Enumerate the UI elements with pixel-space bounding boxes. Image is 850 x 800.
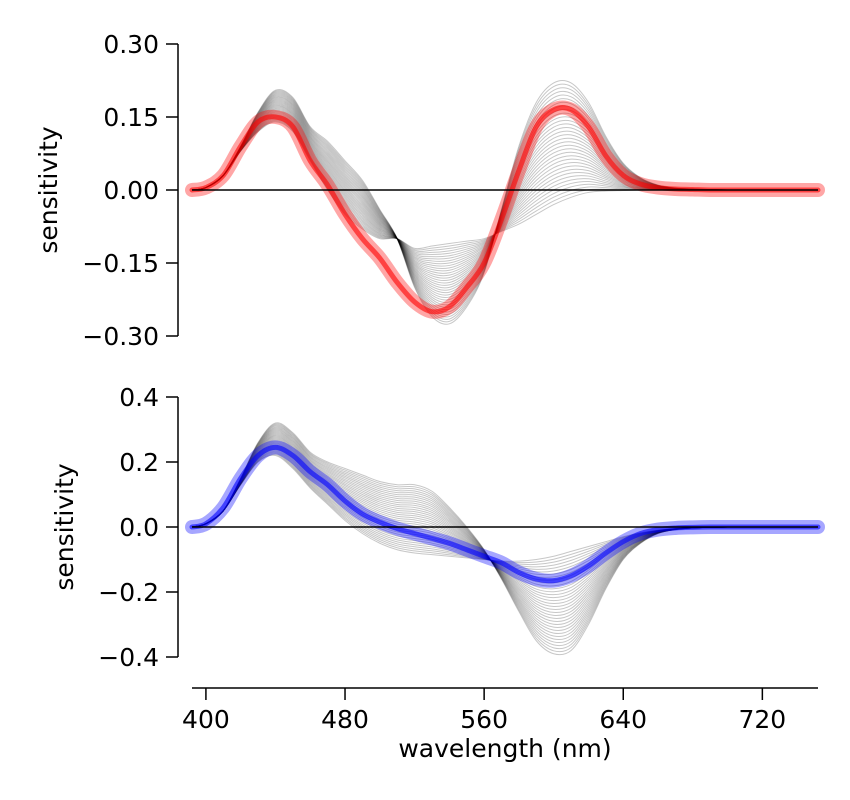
family-curve [191,452,818,566]
panel-top: −0.30 −0.15 0.00 0.15 0.30 sensitivity [34,30,825,351]
y-tick-label: −0.2 [98,578,159,607]
y-tick-label: −0.4 [98,643,159,672]
family-curve [191,453,818,564]
bottom-highlight-band [185,440,825,588]
x-tick-label: 720 [738,705,786,734]
highlight-curve [189,105,821,315]
bottom-y-ticks: −0.4 −0.2 0.0 0.2 0.4 [98,383,178,672]
y-tick-label: 0.2 [119,448,159,477]
family-curve [191,450,818,570]
top-y-ticks: −0.30 −0.15 0.00 0.15 0.30 [82,30,178,351]
y-tick-label: 0.4 [119,383,159,412]
x-tick-label: 400 [182,705,230,734]
x-axis-label: wavelength (nm) [398,734,611,763]
y-tick-label: −0.15 [82,249,159,278]
y-tick-label: 0.30 [103,30,159,59]
family-curve [191,451,818,568]
family-curve [191,450,818,573]
highlight-band-fill [185,440,825,588]
x-tick-label: 640 [599,705,647,734]
x-tick-label: 480 [321,705,369,734]
y-tick-label: −0.30 [82,322,159,351]
family-curve [191,454,818,562]
bottom-x-ticks: 400 480 560 640 720 [182,688,786,734]
y-tick-label: 0.00 [103,176,159,205]
y-tick-label: 0.15 [103,103,159,132]
panel-bottom: −0.4 −0.2 0.0 0.2 0.4 400 480 560 640 720 sensit… [50,383,825,763]
top-y-axis-label: sensitivity [34,126,63,254]
top-highlight-band [185,100,825,319]
x-tick-label: 560 [460,705,508,734]
family-curve [191,449,818,576]
y-tick-label: 0.0 [119,513,159,542]
bottom-y-axis-label: sensitivity [50,463,79,591]
